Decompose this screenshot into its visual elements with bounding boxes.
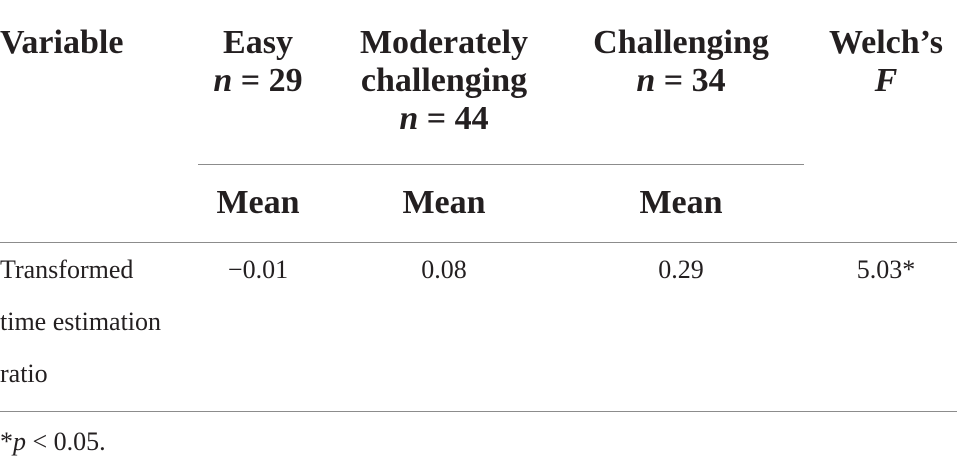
row-variable-line1: Transformed [0,255,134,284]
header-spanner-rule [198,164,804,165]
footnote-marker: * [0,427,13,456]
row-variable-line2: time estimation [0,307,162,336]
header-moderate-n: n = 44 [399,100,489,137]
header-easy-n: n = 29 [213,62,303,99]
header-welch-f: Welch’s F [818,24,954,100]
subheader-moderate-mean: Mean [402,184,486,221]
header-challenging: Challenging n = 34 [578,24,784,100]
table-bottom-rule [0,411,957,412]
cell-moderate-mean: 0.08 [421,255,467,284]
header-easy-label: Easy [223,24,293,61]
subheader-easy-mean: Mean [216,184,300,221]
footnote-text: < 0.05. [26,427,106,456]
table-footnote: *p < 0.05. [0,427,106,457]
cell-welch-f: 5.03* [856,255,916,284]
cell-easy-mean: −0.01 [227,255,289,284]
row-variable-line3: ratio [0,359,48,388]
header-challenging-label: Challenging [593,24,769,61]
header-challenging-n: n = 34 [636,62,726,99]
header-bottom-rule [0,242,957,243]
header-welch-label: Welch’s [829,24,943,61]
footnote-symbol: p [13,427,26,456]
header-variable: Variable [0,24,124,61]
header-moderate-label-line2: challenging [360,62,528,99]
header-easy: Easy n = 29 [196,24,320,100]
row-variable-label: Transformed time estimation ratio [0,244,161,400]
cell-challenging-mean: 0.29 [658,255,704,284]
subheader-challenging-mean: Mean [639,184,723,221]
header-moderate-label-line1: Moderately [359,24,529,61]
header-welch-symbol: F [874,62,898,99]
header-moderately-challenging: Moderately challenging n = 44 [342,24,546,138]
